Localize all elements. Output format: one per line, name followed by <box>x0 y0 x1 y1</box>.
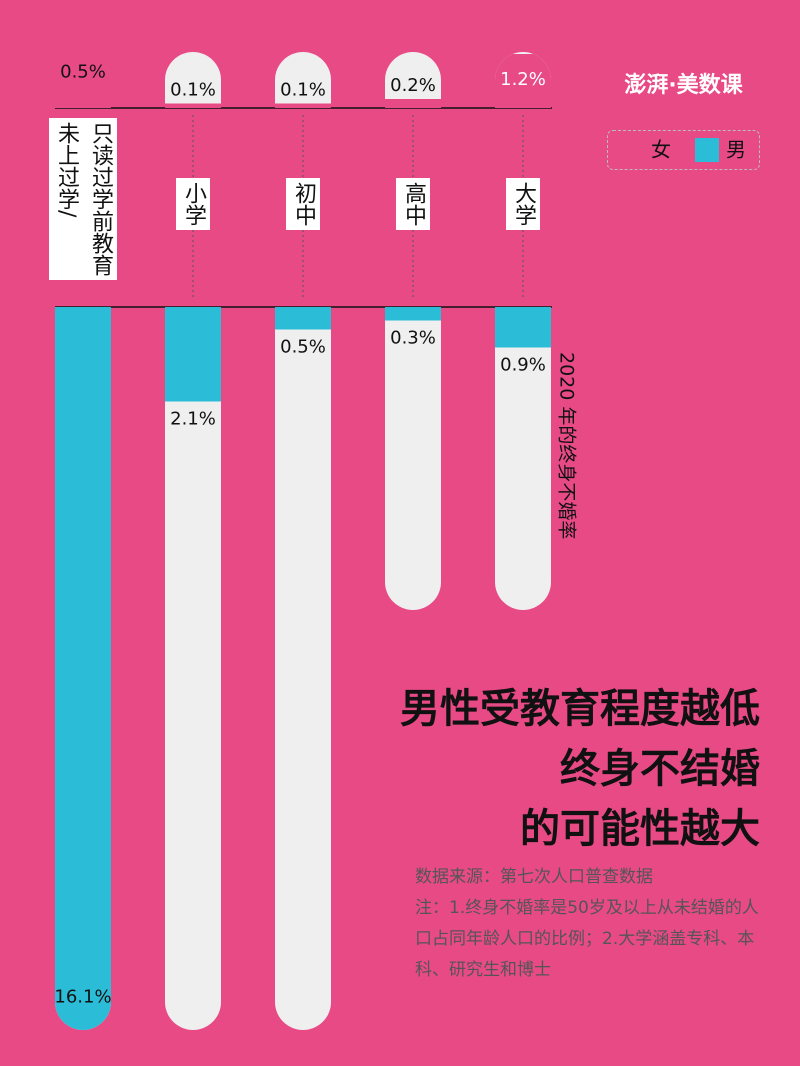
bar <box>495 307 551 348</box>
logo: 澎湃·美数课 <box>607 68 760 104</box>
value-label: 0.2% <box>390 75 436 96</box>
value-label: 0.1% <box>170 80 216 101</box>
axis-label: 2020 年的终身不婚率 <box>556 352 578 539</box>
track <box>385 307 441 610</box>
track <box>495 307 551 610</box>
value-label: 16.1% <box>54 987 111 1008</box>
track <box>165 52 221 108</box>
legend-label: 女 <box>651 138 671 162</box>
track <box>275 52 331 108</box>
bar <box>275 307 331 330</box>
legend-label: 男 <box>726 138 746 162</box>
category-label: 大学 <box>506 178 540 230</box>
category-label: 初中 <box>286 178 320 230</box>
legend-swatch <box>620 138 644 162</box>
track <box>385 52 441 108</box>
track <box>275 307 331 1030</box>
bar <box>385 307 441 321</box>
legend-box <box>607 130 760 170</box>
value-label: 0.1% <box>280 80 326 101</box>
source: 数据来源：第七次人口普查数据 <box>415 867 653 887</box>
bar <box>275 103 331 108</box>
bar <box>165 103 221 108</box>
category-label: 高中 <box>396 178 430 230</box>
value-label: 0.3% <box>390 328 436 349</box>
track <box>165 307 221 1030</box>
value-label: 0.5% <box>60 62 106 83</box>
bar <box>55 85 111 108</box>
bar <box>385 99 441 108</box>
value-label: 0.9% <box>500 355 546 376</box>
legend-swatch <box>695 138 719 162</box>
bar <box>495 54 551 108</box>
value-label: 2.1% <box>170 409 216 430</box>
note: 注：1.终身不婚率是50岁及以上从未结婚的人口占同年龄人口的比例；2.大学涵盖专… <box>415 898 759 980</box>
value-label: 1.2% <box>500 69 546 90</box>
title-line: 终身不结婚 <box>560 746 760 792</box>
bar <box>165 307 221 402</box>
bar <box>55 307 111 1030</box>
category-label: 小学 <box>176 178 210 230</box>
title-line: 男性受教育程度越低 <box>400 686 760 732</box>
value-label: 0.5% <box>280 337 326 358</box>
title-line: 的可能性越大 <box>520 806 760 852</box>
category-label: 未上过学/ 只读过学前教育 <box>49 118 117 280</box>
